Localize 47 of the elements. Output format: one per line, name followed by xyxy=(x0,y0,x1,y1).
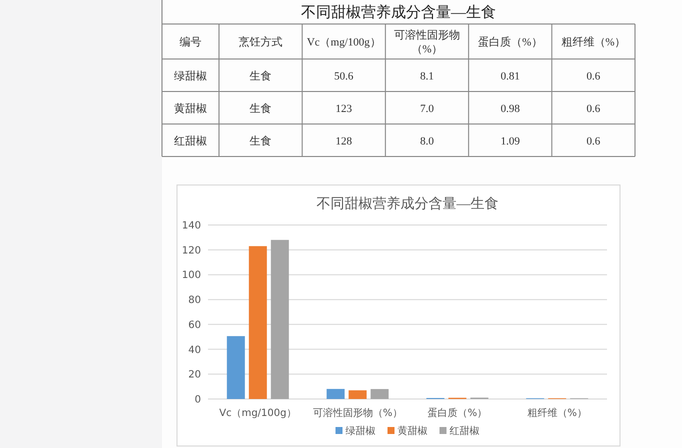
y-tick-label: 20 xyxy=(188,370,201,381)
bar xyxy=(226,336,245,399)
text: 8.1 xyxy=(420,70,434,82)
text: 编号 xyxy=(180,36,202,48)
chart-title: 不同甜椒营养成分含量—生食 xyxy=(316,196,498,212)
category-label: Vc（mg/100g） xyxy=(306,36,381,48)
text: 生食 xyxy=(250,102,272,115)
x-tick-label: Vc（mg/100g） xyxy=(219,408,296,419)
text: 生食 xyxy=(250,70,272,82)
category-label: 烹饪方式 xyxy=(238,36,283,48)
bar xyxy=(370,389,389,399)
legend-label: 黄甜椒 xyxy=(398,425,428,437)
y-tick-label: 80 xyxy=(188,295,201,306)
bar xyxy=(248,246,267,399)
category-label: 粗纤维（%） xyxy=(561,36,626,48)
x-tick-label: 可溶性固形物（%） xyxy=(312,407,402,419)
text: 123 xyxy=(336,102,352,115)
bar xyxy=(348,390,367,399)
x-tick-label: 蛋白质（%） xyxy=(428,407,488,419)
y-tick-label: 0 xyxy=(194,394,201,406)
text: 1.09 xyxy=(500,135,520,148)
y-tick-label: 40 xyxy=(188,344,201,356)
text: 0.81 xyxy=(500,70,520,82)
category-label: 可溶性固形物（%） xyxy=(394,28,460,56)
text: 绿甜椒 xyxy=(174,70,207,82)
text: 7.0 xyxy=(420,102,434,115)
y-tick-label: 60 xyxy=(188,320,201,331)
y-tick-label: 100 xyxy=(182,270,201,282)
y-tick-label: 140 xyxy=(182,220,201,232)
text: 黄甜椒 xyxy=(174,102,207,115)
text: 0.6 xyxy=(586,102,600,115)
text: 生食 xyxy=(250,135,272,148)
text: 50.6 xyxy=(334,70,354,82)
bar xyxy=(326,388,345,399)
text: 8.0 xyxy=(420,135,434,148)
bar xyxy=(270,240,289,399)
x-tick-label: 粗纤维（%） xyxy=(527,407,587,419)
text: 0.6 xyxy=(586,135,600,148)
legend-label: 红甜椒 xyxy=(450,425,480,437)
text: 0.98 xyxy=(500,102,520,115)
legend-label: 绿甜椒 xyxy=(346,425,376,437)
text: 红甜椒 xyxy=(174,135,207,148)
y-tick-label: 120 xyxy=(182,245,201,256)
text: 0.6 xyxy=(586,70,600,82)
text: 128 xyxy=(336,135,352,148)
text: 不同甜椒营养成分含量—生食 xyxy=(301,4,496,21)
category-label: 蛋白质（%） xyxy=(478,36,542,48)
